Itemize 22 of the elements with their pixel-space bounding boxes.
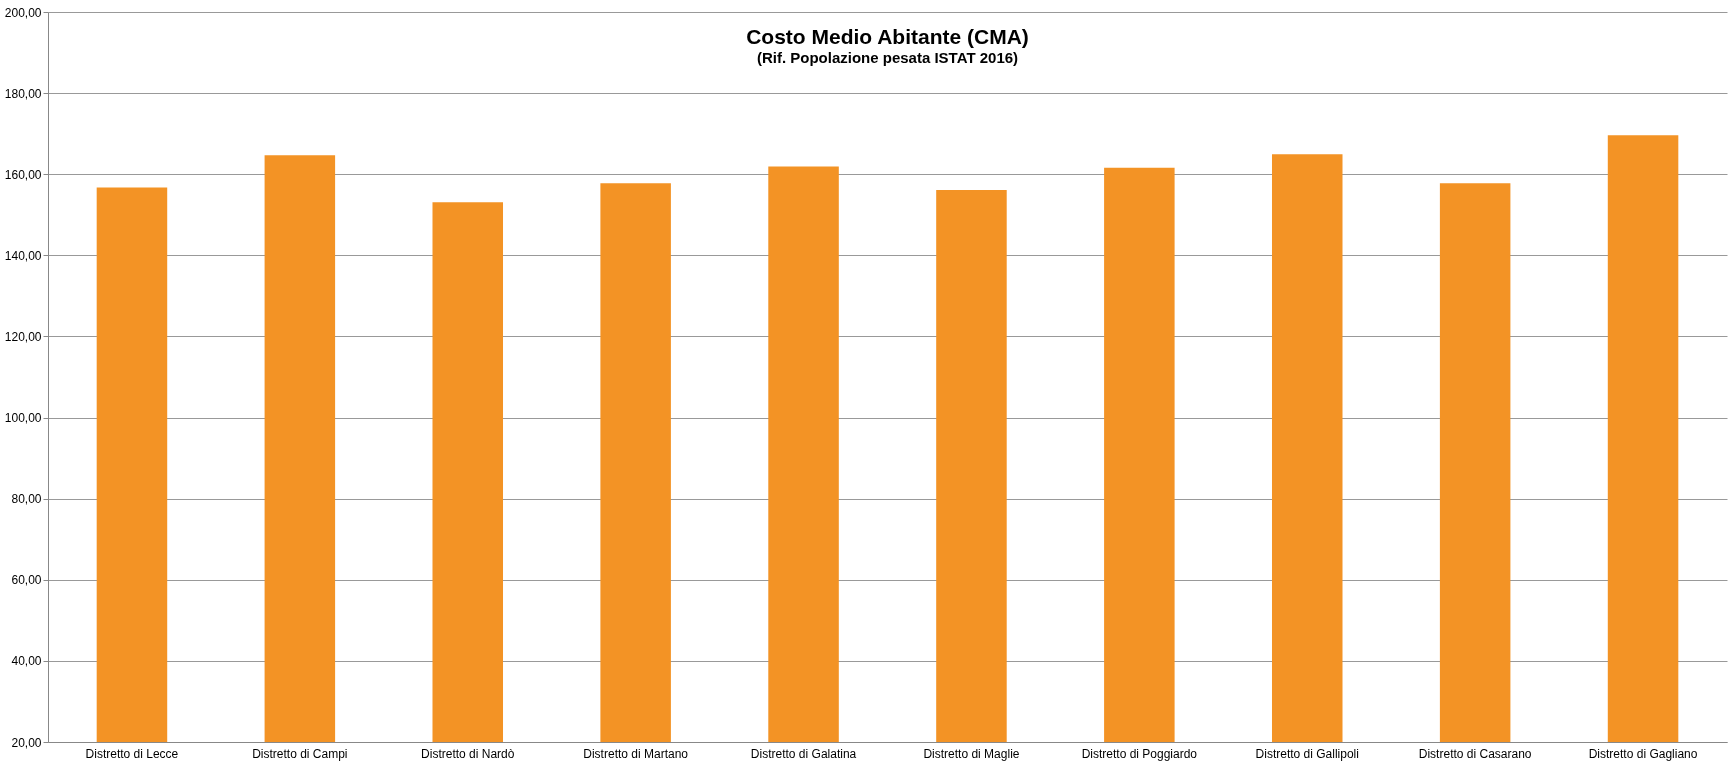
x-tick-label: Distretto di Nardò (421, 746, 515, 761)
y-tick-label: 140,00 (4, 248, 42, 263)
y-tick-label: 60,00 (11, 573, 42, 588)
x-tick-label: Distretto di Maglie (923, 746, 1020, 761)
y-tick-label: 20,00 (11, 735, 42, 750)
x-tick-label: Distretto di Casarano (1418, 746, 1532, 761)
y-tick-label: 200,00 (4, 5, 42, 20)
x-tick-label: Distretto di Gallipoli (1255, 746, 1359, 761)
x-tick-label: Distretto di Gagliano (1588, 746, 1698, 761)
x-tick-label: Distretto di Poggiardo (1081, 746, 1198, 761)
y-tick-label: 100,00 (4, 411, 42, 426)
text: (Rif. Popolazione pesata ISTAT 2016) (756, 49, 1019, 66)
x-tick-label: Distretto di Campi (252, 746, 348, 761)
x-tick-label: Distretto di Martano (583, 746, 689, 761)
y-tick-label: 80,00 (11, 492, 42, 507)
y-tick-label: 40,00 (11, 654, 42, 669)
y-tick-label: 160,00 (4, 167, 42, 182)
text: Costo Medio Abitante (CMA) (746, 25, 1029, 48)
y-tick-label: 120,00 (4, 329, 42, 344)
y-tick-label: 180,00 (4, 86, 42, 101)
x-tick-label: Distretto di Lecce (85, 746, 179, 761)
x-tick-label: Distretto di Galatina (750, 746, 857, 761)
